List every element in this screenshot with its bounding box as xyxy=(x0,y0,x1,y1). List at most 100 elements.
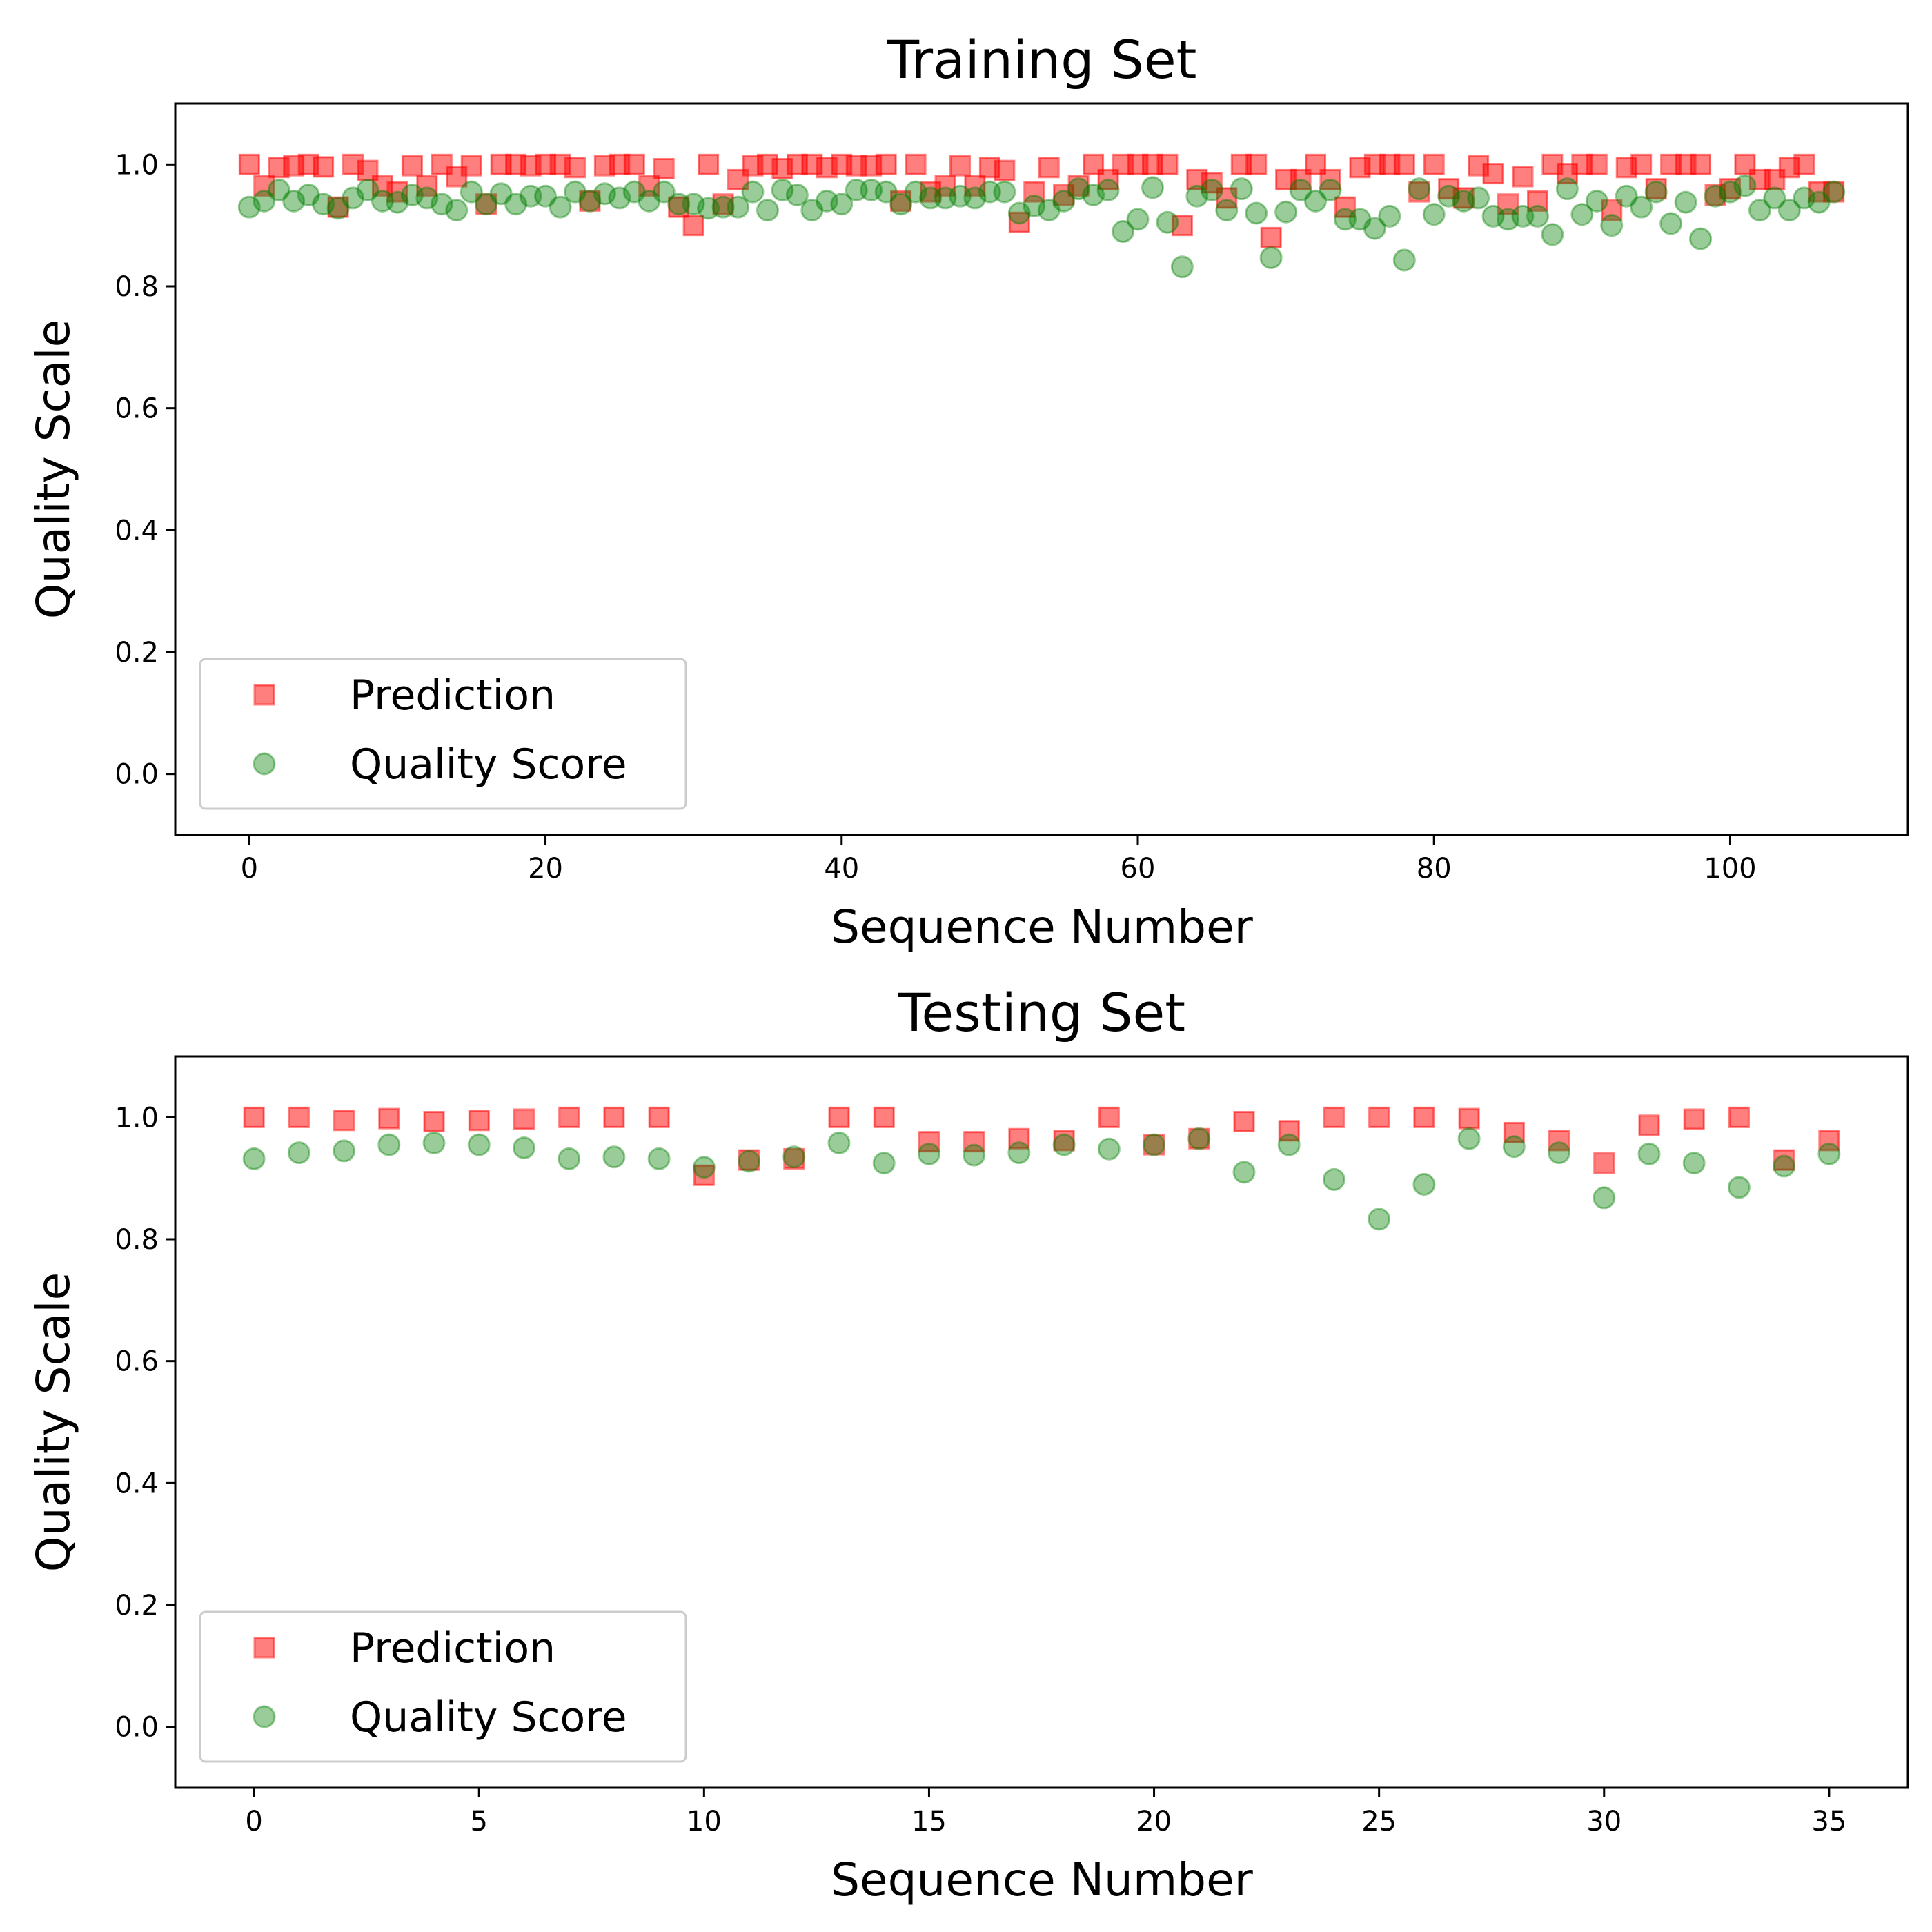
quality-score-point xyxy=(1548,1141,1571,1165)
prediction-point xyxy=(1083,153,1105,175)
prediction-point xyxy=(828,1106,850,1128)
quality-score-point xyxy=(771,178,794,201)
quality-score-point xyxy=(1763,186,1786,210)
quality-score-point xyxy=(1412,1173,1436,1196)
quality-score-point xyxy=(1793,186,1816,210)
quality-score-point xyxy=(978,180,1001,204)
quality-score-point xyxy=(430,193,453,216)
prediction-point xyxy=(1053,1130,1075,1152)
prediction-point xyxy=(1512,166,1534,188)
prediction-point xyxy=(1334,196,1356,218)
quality-score-point xyxy=(1526,204,1549,228)
y-tick-label: 0.2 xyxy=(115,637,159,669)
quality-score-point xyxy=(1630,195,1653,219)
prediction-point xyxy=(873,1106,895,1128)
prediction-point xyxy=(1526,190,1548,212)
prediction-point xyxy=(603,1106,625,1128)
legend-quality-marker xyxy=(253,1705,276,1728)
prediction-point xyxy=(1541,153,1564,175)
quality-score-point xyxy=(1052,1133,1076,1156)
prediction-point xyxy=(1593,1152,1615,1174)
quality-score-point xyxy=(1408,177,1431,201)
prediction-point xyxy=(468,1110,490,1132)
y-tick-label: 0.4 xyxy=(115,1468,159,1499)
quality-score-point xyxy=(1748,199,1771,222)
prediction-point xyxy=(963,1131,985,1153)
quality-score-point xyxy=(1497,208,1520,231)
quality-score-point xyxy=(1112,220,1135,243)
legend: Prediction Quality Score xyxy=(199,658,687,810)
chart-title: Testing Set xyxy=(898,982,1185,1043)
quality-score-point xyxy=(993,180,1016,204)
prediction-point xyxy=(1368,1106,1390,1128)
quality-score-point xyxy=(963,186,987,210)
prediction-point xyxy=(1171,215,1193,237)
quality-score-point xyxy=(697,197,720,220)
quality-score-point xyxy=(1807,190,1831,214)
prediction-point xyxy=(738,1149,760,1171)
prediction-point xyxy=(668,196,690,218)
quality-score-point xyxy=(1392,248,1416,272)
quality-score-point xyxy=(1082,184,1105,206)
quality-score-point xyxy=(504,193,528,216)
quality-score-point xyxy=(1689,227,1713,250)
quality-score-point xyxy=(638,189,661,213)
prediction-point xyxy=(1038,157,1060,179)
quality-score-point xyxy=(563,180,586,204)
quality-score-point xyxy=(1368,1208,1391,1231)
legend-quality-label: Quality Score xyxy=(350,740,627,789)
quality-score-point xyxy=(1457,1127,1481,1150)
quality-score-point xyxy=(534,184,558,208)
quality-score-point xyxy=(578,189,602,213)
quality-score-point xyxy=(948,184,972,208)
prediction-point xyxy=(243,1106,265,1128)
x-tick-label: 25 xyxy=(1361,1806,1397,1837)
prediction-point xyxy=(475,193,497,215)
quality-score-point xyxy=(1348,208,1372,231)
prediction-point xyxy=(875,153,897,175)
x-tick-label: 80 xyxy=(1417,853,1452,885)
training-chart: Training Set Quality Scale Sequence Numb… xyxy=(27,29,1909,954)
quality-score-point xyxy=(782,1145,806,1169)
quality-score-point xyxy=(1037,199,1061,222)
quality-score-point xyxy=(1452,189,1475,213)
prediction-point xyxy=(253,175,275,197)
quality-score-point xyxy=(1467,186,1490,210)
prediction-point xyxy=(1067,175,1090,197)
quality-score-point xyxy=(1319,178,1342,201)
y-tick-label: 0.6 xyxy=(115,393,159,425)
quality-score-point xyxy=(904,180,927,204)
quality-score-point xyxy=(1143,1133,1166,1156)
prediction-point xyxy=(1690,153,1712,175)
prediction-point xyxy=(1216,187,1238,209)
y-tick-label: 0.6 xyxy=(115,1346,159,1378)
quality-score-point xyxy=(1304,189,1328,213)
quality-score-point xyxy=(872,1152,896,1175)
quality-score-point xyxy=(738,1150,761,1173)
quality-score-point xyxy=(237,195,261,219)
quality-score-point xyxy=(415,186,439,210)
prediction-point xyxy=(934,175,956,197)
prediction-point xyxy=(1023,181,1045,203)
quality-score-point xyxy=(1156,210,1179,234)
testing-chart: Testing Set Quality Scale Sequence Numbe… xyxy=(27,982,1909,1906)
quality-score-point xyxy=(333,1139,356,1163)
prediction-point xyxy=(1245,153,1268,175)
prediction-point xyxy=(1586,153,1608,175)
legend: Prediction Quality Score xyxy=(199,1610,687,1763)
prediction-point xyxy=(1156,153,1179,175)
plot-frame xyxy=(174,1055,1909,1789)
quality-score-point xyxy=(741,180,765,204)
quality-score-point xyxy=(692,1156,716,1179)
quality-score-point xyxy=(608,186,631,210)
quality-score-point xyxy=(558,1147,581,1170)
quality-score-point xyxy=(652,180,676,204)
x-axis-label: Sequence Number xyxy=(831,900,1254,954)
quality-score-point xyxy=(422,1131,446,1154)
prediction-point xyxy=(964,175,986,197)
prediction-point xyxy=(386,181,408,203)
x-tick-label: 20 xyxy=(1136,1806,1172,1837)
quality-score-point xyxy=(827,1131,851,1154)
quality-score-point xyxy=(282,189,306,213)
